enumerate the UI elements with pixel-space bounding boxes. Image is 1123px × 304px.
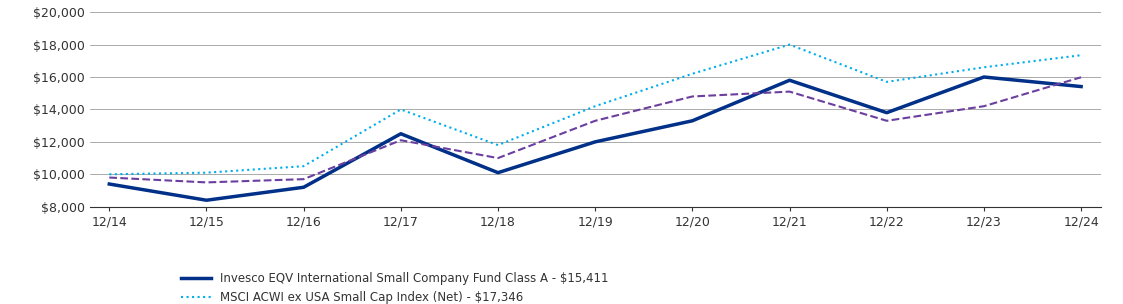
Invesco EQV International Small Company Fund Class A - $15,411 [783, 78, 796, 82]
Line: MSCI ACWI ex USA Small Cap Index (Net) - $17,346: MSCI ACWI ex USA Small Cap Index (Net) -… [109, 45, 1081, 174]
MSCI ACWI ex-USA® Index (Net) - $15,985 [588, 119, 602, 123]
MSCI ACWI ex USA Small Cap Index (Net) - $17,346 [783, 43, 796, 47]
MSCI ACWI ex USA Small Cap Index (Net) - $17,346 [102, 172, 116, 176]
MSCI ACWI ex USA Small Cap Index (Net) - $17,346 [491, 143, 504, 147]
Invesco EQV International Small Company Fund Class A - $15,411 [296, 185, 310, 189]
MSCI ACWI ex USA Small Cap Index (Net) - $17,346 [977, 65, 990, 69]
Invesco EQV International Small Company Fund Class A - $15,411 [102, 182, 116, 186]
Invesco EQV International Small Company Fund Class A - $15,411 [1075, 85, 1088, 88]
Line: Invesco EQV International Small Company Fund Class A - $15,411: Invesco EQV International Small Company … [109, 77, 1081, 200]
MSCI ACWI ex-USA® Index (Net) - $15,985 [200, 181, 213, 184]
Line: MSCI ACWI ex-USA® Index (Net) - $15,985: MSCI ACWI ex-USA® Index (Net) - $15,985 [109, 77, 1081, 182]
MSCI ACWI ex-USA® Index (Net) - $15,985 [491, 156, 504, 160]
MSCI ACWI ex-USA® Index (Net) - $15,985 [102, 176, 116, 179]
MSCI ACWI ex-USA® Index (Net) - $15,985 [880, 119, 894, 123]
Invesco EQV International Small Company Fund Class A - $15,411 [880, 111, 894, 115]
MSCI ACWI ex USA Small Cap Index (Net) - $17,346 [686, 72, 700, 76]
MSCI ACWI ex USA Small Cap Index (Net) - $17,346 [200, 171, 213, 174]
Invesco EQV International Small Company Fund Class A - $15,411 [588, 140, 602, 144]
MSCI ACWI ex USA Small Cap Index (Net) - $17,346 [588, 104, 602, 108]
MSCI ACWI ex-USA® Index (Net) - $15,985 [296, 177, 310, 181]
MSCI ACWI ex-USA® Index (Net) - $15,985 [686, 95, 700, 98]
MSCI ACWI ex USA Small Cap Index (Net) - $17,346 [296, 164, 310, 168]
Invesco EQV International Small Company Fund Class A - $15,411 [686, 119, 700, 123]
MSCI ACWI ex-USA® Index (Net) - $15,985 [1075, 75, 1088, 79]
MSCI ACWI ex USA Small Cap Index (Net) - $17,346 [880, 80, 894, 84]
MSCI ACWI ex USA Small Cap Index (Net) - $17,346 [1075, 54, 1088, 57]
Invesco EQV International Small Company Fund Class A - $15,411 [491, 171, 504, 174]
MSCI ACWI ex-USA® Index (Net) - $15,985 [783, 90, 796, 93]
MSCI ACWI ex-USA® Index (Net) - $15,985 [977, 104, 990, 108]
Invesco EQV International Small Company Fund Class A - $15,411 [977, 75, 990, 79]
Invesco EQV International Small Company Fund Class A - $15,411 [200, 199, 213, 202]
Legend: Invesco EQV International Small Company Fund Class A - $15,411, MSCI ACWI ex USA: Invesco EQV International Small Company … [176, 267, 613, 304]
Invesco EQV International Small Company Fund Class A - $15,411 [394, 132, 408, 136]
MSCI ACWI ex USA Small Cap Index (Net) - $17,346 [394, 108, 408, 111]
MSCI ACWI ex-USA® Index (Net) - $15,985 [394, 138, 408, 142]
